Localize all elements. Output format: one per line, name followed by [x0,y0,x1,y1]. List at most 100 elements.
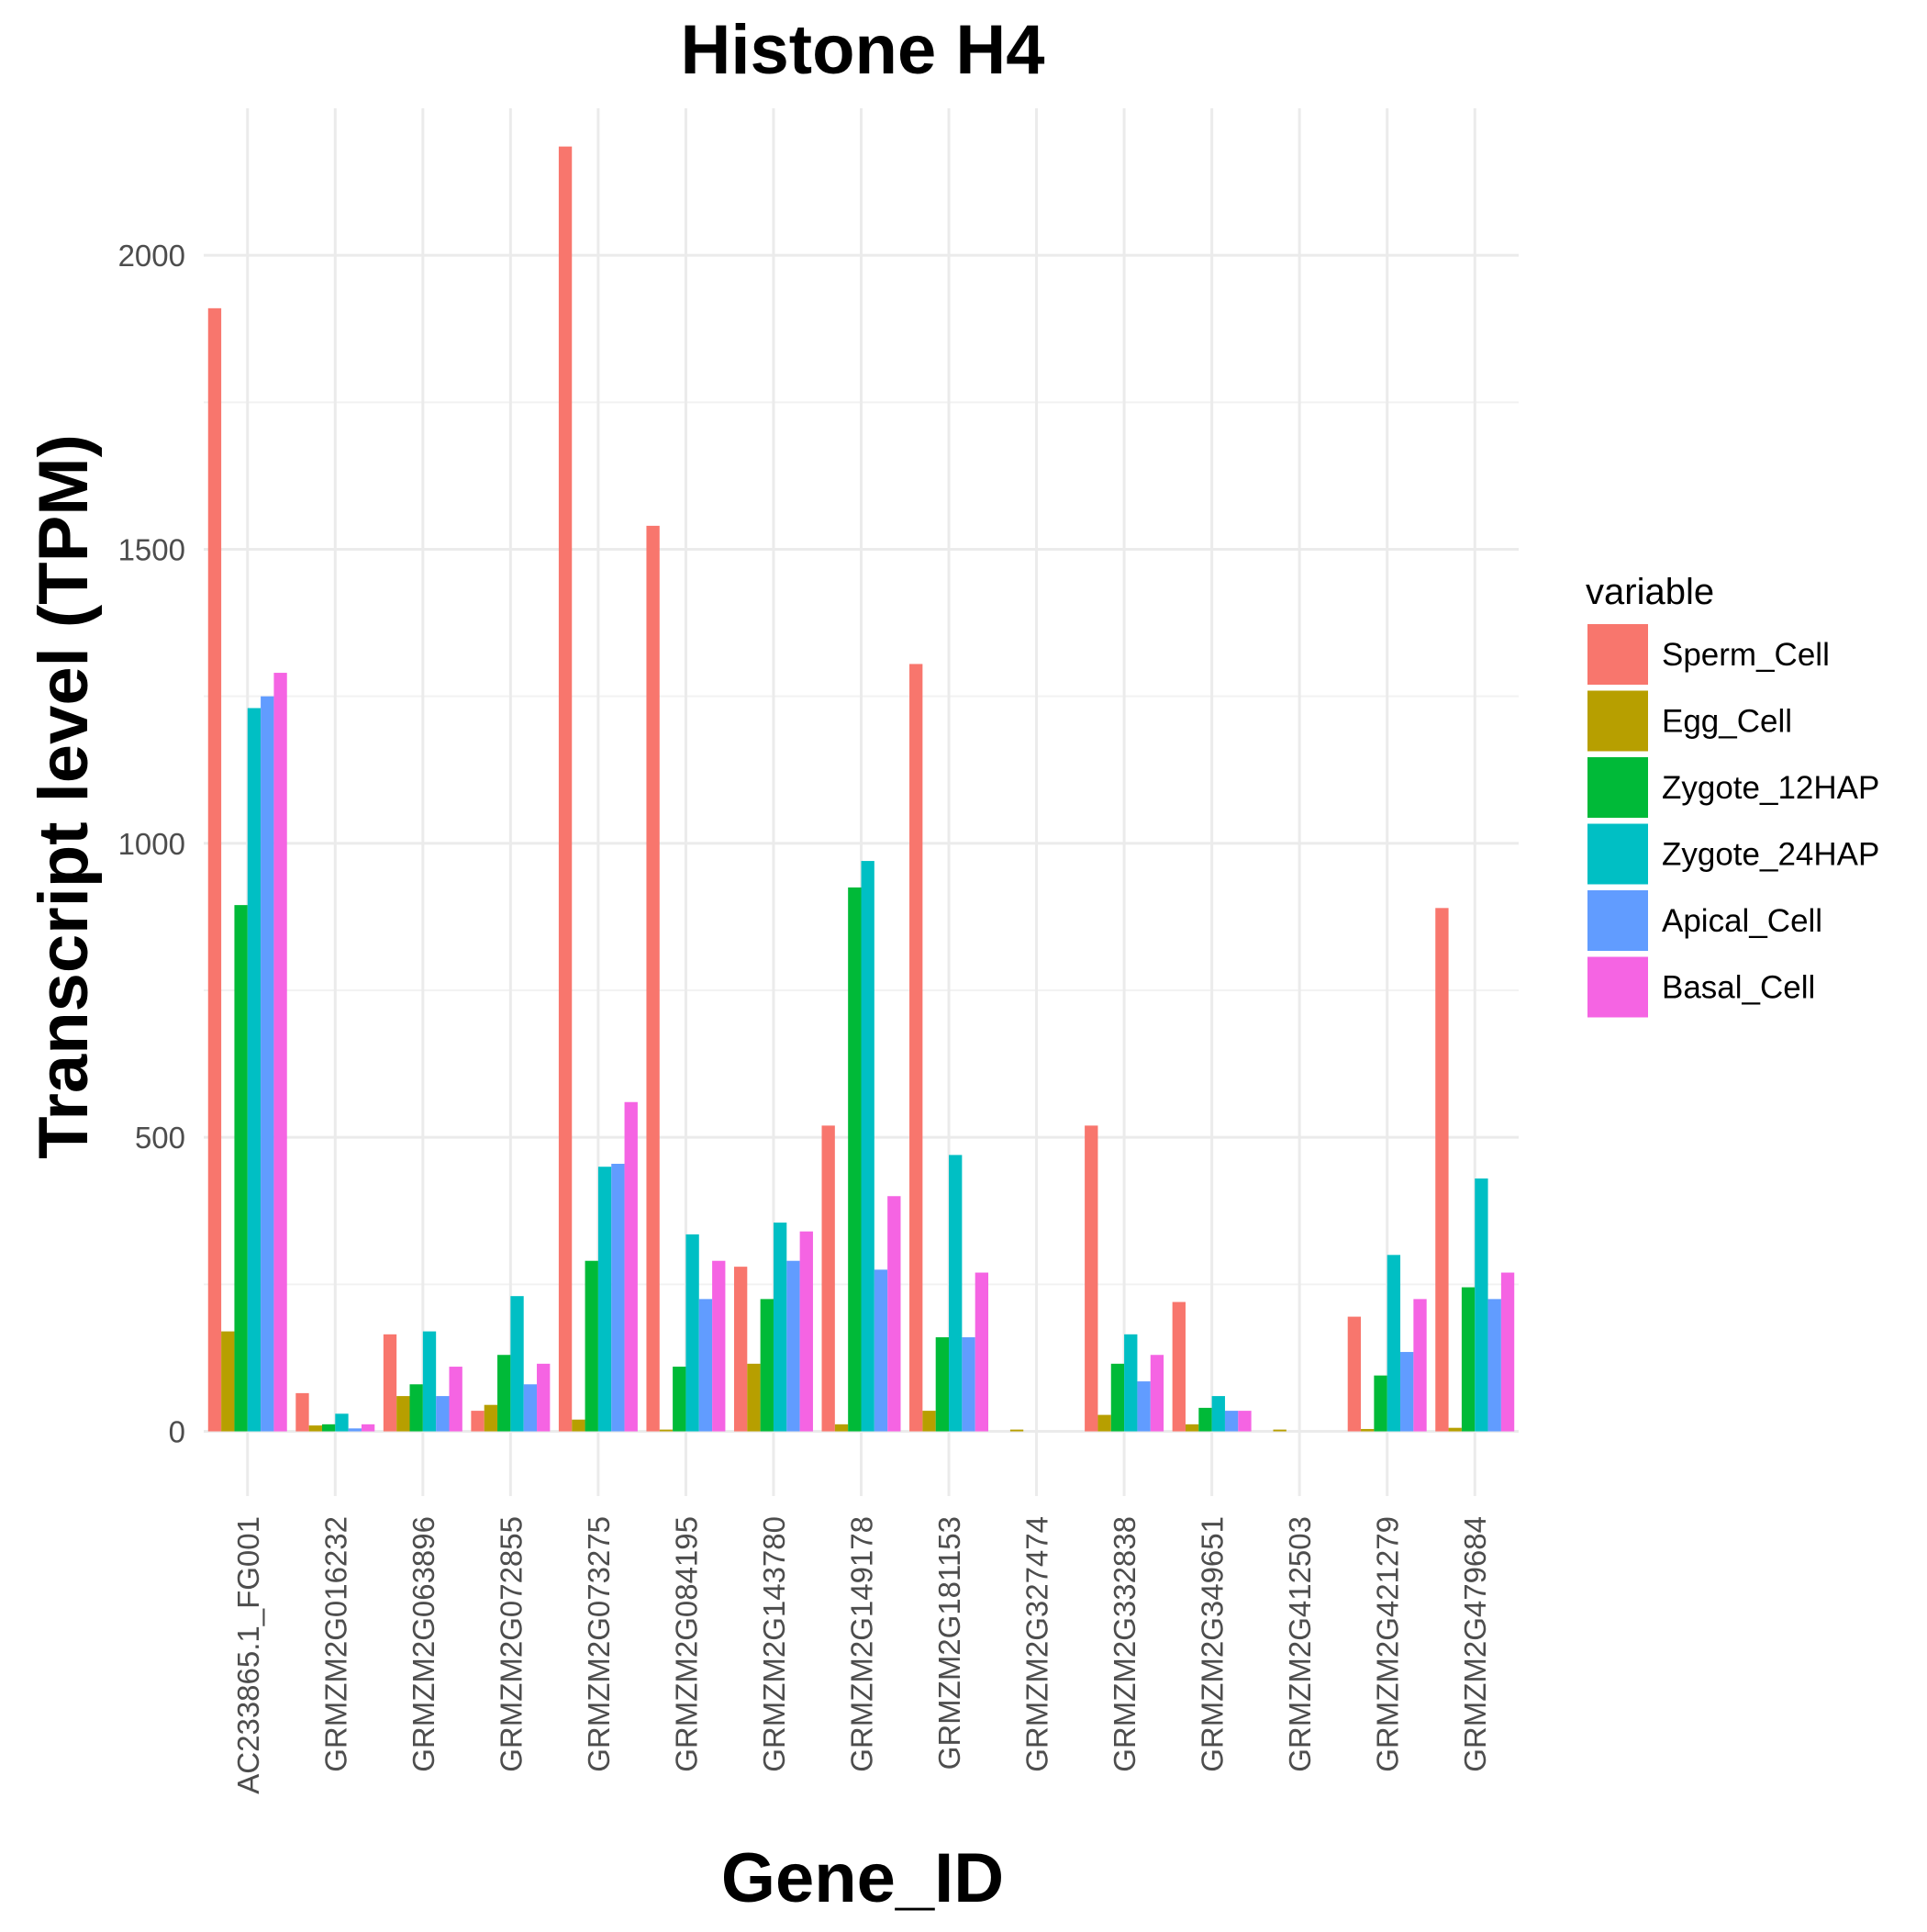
x-tick-label: GRMZM2G143780 [757,1516,791,1772]
bar-sperm-cell-3 [471,1411,485,1432]
bar-sperm-cell-0 [207,307,222,1432]
legend-label: Sperm_Cell [1662,637,1830,673]
x-tick-label: GRMZM2G084195 [669,1516,703,1772]
bar-basal-cell-10 [1150,1355,1164,1432]
bar-apical-cell-1 [348,1428,362,1432]
bar-egg-cell-2 [396,1396,410,1432]
legend-key-zygote-24hap [1587,823,1648,885]
bar-sperm-cell-1 [295,1392,309,1432]
bar-zygote-12hap-14 [1461,1287,1476,1432]
bar-basal-cell-6 [799,1231,813,1432]
bar-zygote-12hap-4 [585,1260,598,1432]
bar-apical-cell-6 [786,1260,800,1432]
x-axis-tick-labels: AC233865.1_FG001 GRMZM2G016232 GRMZM2G0638… [231,1516,1492,1794]
bar-egg-cell-1 [308,1425,322,1432]
bar-basal-cell-5 [712,1260,726,1432]
y-axis-title: Transcript level (TPM) [25,434,103,1159]
bar-basal-cell-7 [887,1196,901,1432]
bar-apical-cell-7 [874,1269,888,1432]
y-tick-label: 0 [169,1415,185,1449]
x-tick-label: GRMZM2G332838 [1108,1516,1142,1772]
legend-key-basal-cell [1587,956,1648,1018]
bar-zygote-12hap-13 [1374,1375,1387,1432]
y-tick-label: 500 [135,1121,185,1155]
bar-egg-cell-14 [1448,1427,1462,1432]
legend-label: Basal_Cell [1662,970,1815,1006]
bar-zygote-12hap-11 [1198,1407,1212,1432]
bar-egg-cell-10 [1097,1414,1111,1432]
bar-apical-cell-10 [1137,1381,1151,1432]
bar-zygote-12hap-10 [1110,1363,1125,1432]
bar-sperm-cell-14 [1435,908,1449,1432]
bar-egg-cell-9 [1009,1429,1024,1432]
bar-egg-cell-3 [484,1404,498,1432]
x-tick-label: GRMZM2G349651 [1196,1516,1230,1772]
bar-zygote-24hap-6 [773,1223,787,1432]
bar-apical-cell-2 [436,1396,450,1432]
bar-basal-cell-1 [361,1424,375,1432]
bar-egg-cell-8 [922,1411,936,1432]
y-tick-label: 1000 [118,827,185,861]
bar-egg-cell-6 [747,1363,761,1432]
bar-basal-cell-3 [537,1363,551,1432]
bar-zygote-12hap-7 [848,887,862,1432]
chart-title: Histone H4 [681,11,1045,89]
x-tick-label: GRMZM2G412503 [1283,1516,1317,1772]
bar-egg-cell-4 [572,1419,585,1432]
x-tick-label: GRMZM2G073275 [582,1516,616,1772]
bar-zygote-24hap-5 [685,1234,699,1432]
bar-sperm-cell-13 [1347,1316,1362,1432]
legend-label: Zygote_12HAP [1662,770,1879,806]
x-tick-label: GRMZM2G072855 [494,1516,528,1772]
legend-label: Egg_Cell [1662,704,1792,740]
legend-key-sperm-cell [1587,624,1648,685]
bar-egg-cell-5 [659,1429,674,1432]
bar-apical-cell-13 [1400,1352,1414,1432]
x-tick-label: GRMZM2G016232 [318,1516,352,1772]
bar-zygote-12hap-1 [321,1424,336,1432]
legend-key-egg-cell [1587,690,1648,752]
x-tick-label: GRMZM2G181153 [932,1516,966,1770]
x-tick-label: GRMZM2G479684 [1458,1516,1492,1772]
bar-zygote-24hap-13 [1387,1255,1401,1432]
y-tick-label: 1500 [118,533,185,567]
bar-zygote-12hap-2 [409,1384,423,1432]
x-tick-label: AC233865.1_FG001 [231,1516,265,1794]
bar-zygote-24hap-7 [861,861,874,1432]
bar-zygote-12hap-8 [935,1337,950,1432]
bar-zygote-24hap-10 [1124,1334,1138,1432]
x-tick-label: GRMZM2G063896 [407,1516,440,1772]
bar-zygote-12hap-0 [234,905,248,1432]
bar-zygote-24hap-2 [422,1331,437,1432]
legend-key-apical-cell [1587,890,1648,951]
bar-egg-cell-12 [1273,1429,1287,1432]
legend-title: variable [1586,572,1714,612]
bar-zygote-24hap-14 [1475,1178,1488,1432]
bar-sperm-cell-8 [909,664,923,1432]
bar-egg-cell-7 [834,1424,849,1432]
bar-apical-cell-11 [1224,1411,1239,1432]
bar-zygote-24hap-11 [1211,1396,1225,1432]
bar-zygote-12hap-6 [760,1299,774,1432]
bar-apical-cell-8 [962,1337,975,1432]
bar-egg-cell-0 [221,1331,235,1432]
bar-zygote-24hap-8 [949,1155,963,1432]
bar-zygote-24hap-3 [510,1296,524,1432]
x-tick-label: GRMZM2G149178 [845,1516,879,1772]
legend-key-zygote-12hap [1587,757,1648,818]
legend-label: Apical_Cell [1662,903,1822,939]
bar-sperm-cell-6 [733,1267,748,1432]
bar-zygote-12hap-5 [673,1367,686,1432]
bars [207,146,1515,1432]
bar-basal-cell-14 [1500,1272,1515,1432]
bar-basal-cell-0 [273,673,287,1432]
x-tick-label: GRMZM2G421279 [1371,1516,1405,1772]
legend-items: Sperm_Cell Egg_Cell Zygote_12HAP Zygote_24H… [1587,624,1879,1018]
bar-apical-cell-0 [261,696,274,1432]
bar-zygote-24hap-4 [597,1167,612,1432]
legend: variable Sperm_Cell Egg_Cell Zygote_12HAP Z… [1586,572,1879,1018]
bar-apical-cell-14 [1487,1299,1501,1432]
y-tick-label: 2000 [118,239,185,273]
